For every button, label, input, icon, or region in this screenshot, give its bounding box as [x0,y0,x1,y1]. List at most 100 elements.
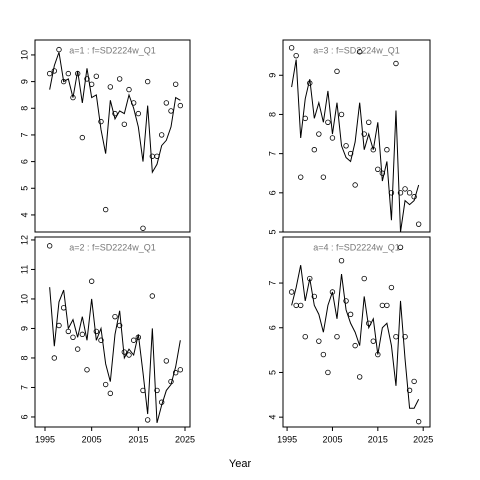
data-point [302,333,308,340]
data-point [177,367,184,373]
data-point [140,225,146,231]
panel-frame [34,236,191,428]
data-point [56,46,62,53]
panel-title: a=3 : f=SD2224w_Q1 [313,45,400,55]
x-axis-label: Year [229,458,252,470]
data-point [402,333,408,340]
data-point [79,331,86,338]
data-point [316,338,322,344]
y-tick-label: 8 [19,355,29,360]
data-point [352,182,358,188]
data-point [325,119,331,125]
data-point [320,174,327,180]
data-point [393,60,399,67]
data-point [144,417,151,423]
data-point [406,190,413,196]
data-point [338,111,345,118]
y-tick-label: 4 [267,415,277,420]
data-point [102,381,109,388]
data-point [88,278,95,284]
y-tick-label: 5 [19,186,29,191]
x-tick-label: 2015 [128,434,148,444]
data-point [84,367,90,373]
data-point [107,390,114,397]
data-point [325,369,331,376]
data-point [406,387,413,394]
data-point [93,73,100,79]
x-tick-label: 2015 [368,434,388,444]
y-tick-label: 9 [19,79,29,84]
data-point [149,293,156,299]
data-point [116,76,123,82]
y-tick-label: 7 [19,385,29,390]
data-point [334,68,340,75]
data-point [297,302,304,309]
data-point [334,333,340,340]
panel-title: a=1 : f=SD2224w_Q1 [69,45,156,55]
data-point [338,257,345,264]
y-tick-label: 4 [19,212,29,217]
data-point [130,337,137,343]
data-point [79,134,86,141]
data-point [370,338,376,344]
data-point [163,358,170,364]
data-point [361,275,367,282]
data-point [402,186,408,192]
x-tick-label: 2005 [322,434,342,444]
data-point [397,190,404,196]
data-point [126,352,132,358]
data-point [65,70,72,77]
data-point [121,121,128,127]
data-point [343,298,349,304]
data-point [112,313,118,320]
y-tick-label: 8 [19,106,29,111]
data-point [384,302,390,309]
data-point [172,370,179,376]
data-point [311,147,318,153]
data-point [293,52,299,59]
data-point [74,346,81,352]
data-point [415,221,422,227]
data-point [93,328,100,335]
y-tick-label: 5 [267,370,277,375]
y-tick-label: 10 [19,50,29,60]
data-point [158,132,165,138]
data-point [98,337,104,343]
fitted-line [291,59,420,233]
data-point [112,110,118,117]
y-tick-label: 8 [267,112,277,117]
data-point [98,118,104,125]
data-point [135,110,142,117]
data-point [347,311,354,318]
y-tick-label: 7 [19,132,29,137]
data-point [329,135,336,141]
panel-title: a=4 : f=SD2224w_Q1 [313,242,400,252]
data-point [177,102,184,109]
data-point [366,119,372,125]
data-point [84,76,90,82]
data-point [311,293,318,300]
x-tick-label: 2025 [175,434,195,444]
data-point [288,289,295,295]
data-point [352,342,358,349]
data-point [126,86,132,93]
data-point [415,418,422,425]
data-point [46,70,53,77]
fitted-line [291,265,420,409]
data-point [320,351,327,358]
data-point [384,147,390,153]
y-tick-label: 7 [267,151,277,156]
data-point [297,174,304,180]
data-point [144,78,151,85]
y-tick-label: 6 [19,414,29,419]
data-point [172,81,179,87]
x-tick-label: 1995 [277,434,297,444]
y-tick-label: 6 [19,159,29,164]
data-point [356,49,363,55]
data-point [316,131,322,137]
panel-frame [282,39,431,233]
y-tick-label: 6 [267,325,277,330]
data-point [343,143,349,149]
